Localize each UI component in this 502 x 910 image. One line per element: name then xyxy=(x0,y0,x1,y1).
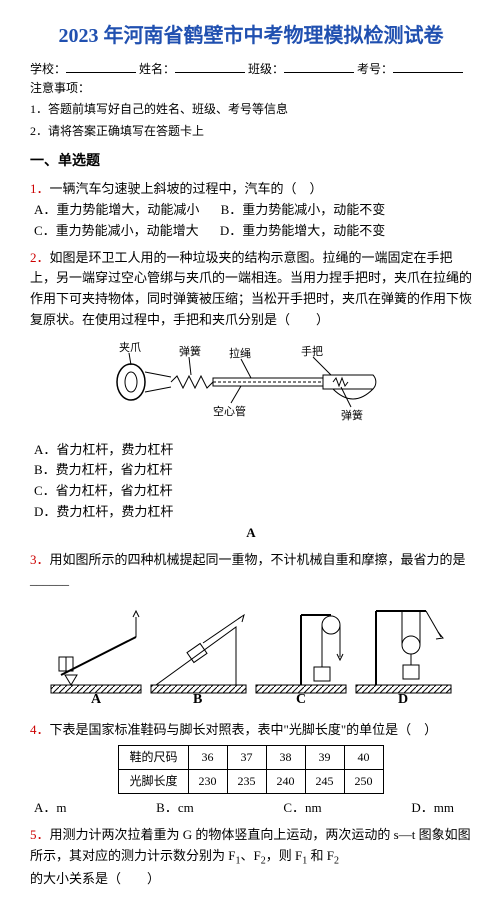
q3-stem: 用如图所示的四种机械提起同一重物，不计机械自重和摩擦，最省力的是______ xyxy=(30,552,466,588)
id-label: 考号： xyxy=(357,62,393,76)
label-jaw: 夹爪 xyxy=(119,341,141,354)
label-spring2: 弹簧 xyxy=(341,408,363,422)
len-0: 230 xyxy=(188,769,227,793)
q1-opt-b: B．重力势能减小，动能不变 xyxy=(221,200,386,221)
label-spring: 弹簧 xyxy=(179,344,201,358)
question-3: 3．用如图所示的四种机械提起同一重物，不计机械自重和摩擦，最省力的是______… xyxy=(30,550,472,714)
instruction-2: 2．请将答案正确填写在答题卡上 xyxy=(30,122,472,141)
label-handle: 手把 xyxy=(301,344,323,358)
meta-row-1: 学校： 姓名： 班级： 考号： 注意事项： xyxy=(30,60,472,98)
len-4: 250 xyxy=(344,769,383,793)
len-3: 245 xyxy=(305,769,344,793)
q5-stem-d: 和 F xyxy=(307,848,334,863)
size-3: 39 xyxy=(305,745,344,769)
len-2: 240 xyxy=(266,769,305,793)
q2-opt-c: C．省力杠杆，省力杠杆 xyxy=(34,481,454,502)
q2-figure: 夹爪 弹簧 拉绳 手把 空心管 弹簧 xyxy=(30,337,472,434)
question-5: 5．用测力计两次拉着重为 G 的物体竖直向上运动，两次运动的 s—t 图象如图所… xyxy=(30,825,472,890)
q1-options: A．重力势能增大，动能减小 B．重力势能减小，动能不变 C．重力势能减小，动能增… xyxy=(34,200,472,242)
q2-options: A．省力杠杆，费力杠杆 B．费力杠杆，省力杠杆 C．省力杠杆，省力杠杆 D．费力… xyxy=(34,440,472,523)
machines-diagram: A B C xyxy=(41,597,461,707)
q4-options: A．m B．cm C．nm D．mm xyxy=(34,798,472,819)
q4-number: 4． xyxy=(30,722,50,737)
q2-stem: 如图是环卫工人用的一种垃圾夹的结构示意图。拉绳的一端固定在手把上，另一端穿过空心… xyxy=(30,250,472,327)
q3-number: 3． xyxy=(30,552,50,567)
q3-label-a: A xyxy=(91,692,102,707)
label-rod: 空心管 xyxy=(213,404,246,418)
q2-number: 2． xyxy=(30,250,50,265)
q2-opt-b: B．费力杠杆，省力杠杆 xyxy=(34,460,454,481)
q3-label-d: D xyxy=(398,692,408,707)
gap xyxy=(175,72,245,73)
school-label: 学校： xyxy=(30,62,66,76)
q2-opt-a: A．省力杠杆，费力杠杆 xyxy=(34,440,454,461)
q5-stem-c: ，则 F xyxy=(266,848,302,863)
gap xyxy=(284,72,354,73)
class-label: 班级： xyxy=(248,62,284,76)
q4-stem: 下表是国家标准鞋码与脚长对照表，表中"光脚长度"的单位是（ ） xyxy=(50,722,438,737)
gap xyxy=(66,72,136,73)
question-4: 4．下表是国家标准鞋码与脚长对照表，表中"光脚长度"的单位是（ ） 鞋的尺码 3… xyxy=(30,720,472,819)
sub2b: 2 xyxy=(334,855,339,866)
q5-number: 5． xyxy=(30,827,50,842)
q4-opt-a: A．m xyxy=(34,798,67,819)
q5-stem-b: 、F xyxy=(240,848,260,863)
q1-opt-a: A．重力势能增大，动能减小 xyxy=(34,200,199,221)
len-1: 235 xyxy=(227,769,266,793)
q5-stem-e: 的大小关系是（ ） xyxy=(30,871,160,886)
q2-answer-a: A xyxy=(30,523,472,544)
instruction-1: 1．答题前填写好自己的姓名、班级、考号等信息 xyxy=(30,100,472,119)
q1-number: 1． xyxy=(30,181,50,196)
size-2: 38 xyxy=(266,745,305,769)
question-2: 2．如图是环卫工人用的一种垃圾夹的结构示意图。拉绳的一端固定在手把上，另一端穿过… xyxy=(30,248,472,544)
gap xyxy=(393,72,463,73)
page-title: 2023 年河南省鹤壁市中考物理模拟检测试卷 xyxy=(30,20,472,52)
shoe-table: 鞋的尺码 36 37 38 39 40 光脚长度 230 235 240 245… xyxy=(118,745,383,794)
q3-figure: A B C xyxy=(30,597,472,714)
q2-opt-d: D．费力杠杆，费力杠杆 xyxy=(34,502,454,523)
th-length: 光脚长度 xyxy=(119,769,188,793)
q4-opt-b: B．cm xyxy=(156,798,194,819)
size-4: 40 xyxy=(344,745,383,769)
label-cord: 拉绳 xyxy=(229,346,251,360)
section-1-heading: 一、单选题 xyxy=(30,151,472,173)
q4-opt-d: D．mm xyxy=(411,798,454,819)
q4-opt-c: C．nm xyxy=(283,798,321,819)
size-1: 37 xyxy=(227,745,266,769)
q1-stem: 一辆汽车匀速驶上斜坡的过程中，汽车的（ ） xyxy=(50,181,323,196)
q1-opt-d: D．重力势能增大，动能不变 xyxy=(220,221,385,242)
q3-label-b: B xyxy=(193,692,202,707)
question-1: 1．一辆汽车匀速驶上斜坡的过程中，汽车的（ ） A．重力势能增大，动能减小 B．… xyxy=(30,179,472,241)
name-label: 姓名： xyxy=(139,62,175,76)
q1-opt-c: C．重力势能减小，动能增大 xyxy=(34,221,199,242)
note-label: 注意事项： xyxy=(30,81,90,95)
th-size: 鞋的尺码 xyxy=(119,745,188,769)
q3-label-c: C xyxy=(296,692,306,707)
grabber-diagram: 夹爪 弹簧 拉绳 手把 空心管 弹簧 xyxy=(101,337,401,427)
size-0: 36 xyxy=(188,745,227,769)
